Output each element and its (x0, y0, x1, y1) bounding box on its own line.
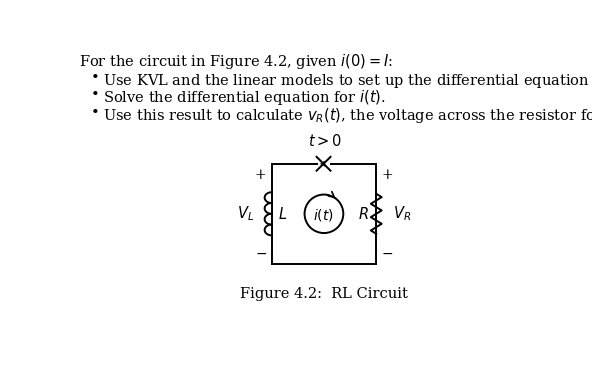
Text: $t > 0$: $t > 0$ (308, 133, 342, 149)
Text: $L$: $L$ (278, 206, 287, 222)
Text: Use KVL and the linear models to set up the differential equation for $i(t)$.: Use KVL and the linear models to set up … (104, 71, 592, 90)
Text: For the circuit in Figure 4.2, given $i(0) = I$:: For the circuit in Figure 4.2, given $i(… (79, 52, 394, 71)
Text: •: • (91, 71, 100, 85)
Text: Figure 4.2:  RL Circuit: Figure 4.2: RL Circuit (240, 287, 408, 301)
Text: $i(t)$: $i(t)$ (314, 207, 334, 223)
Text: •: • (91, 88, 100, 102)
Text: •: • (91, 106, 100, 120)
Text: $-$: $-$ (255, 246, 267, 260)
Text: $-$: $-$ (381, 246, 393, 260)
Text: $R$: $R$ (359, 206, 369, 222)
Text: +: + (381, 168, 393, 182)
Text: +: + (255, 168, 266, 182)
Text: Use this result to calculate $v_R(t)$, the voltage across the resistor for $t > : Use this result to calculate $v_R(t)$, t… (104, 106, 592, 125)
Text: $V_L$: $V_L$ (237, 205, 254, 223)
Text: Solve the differential equation for $i(t)$.: Solve the differential equation for $i(t… (104, 88, 386, 107)
Text: $V_R$: $V_R$ (392, 205, 411, 223)
